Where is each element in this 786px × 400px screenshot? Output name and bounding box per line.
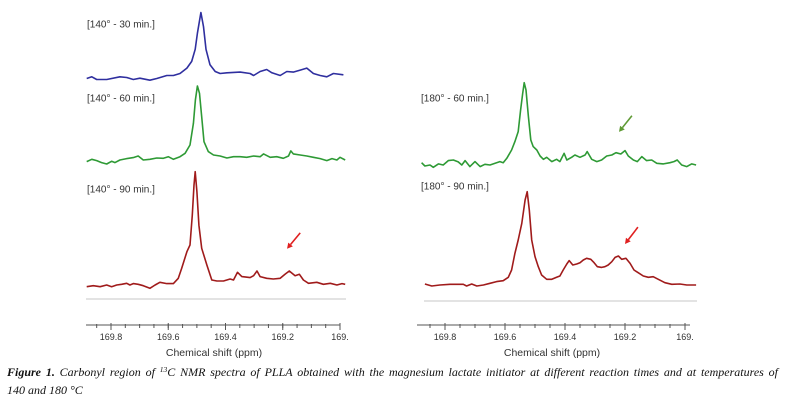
spectrum-label: [180° - 60 min.] xyxy=(421,94,489,105)
panel-140-degrees: [140° - 30 min.] [140° - 60 min.] [140° - … xyxy=(86,11,349,359)
x-axis-title: Chemical shift (ppm) xyxy=(166,347,262,359)
caption-text-main: C NMR spectra of PLLA obtained with the … xyxy=(167,365,778,379)
spectrum-label: [140° - 30 min.] xyxy=(87,20,155,31)
spectrum-line-140-90-min xyxy=(86,170,346,290)
annotation-arrow-icon xyxy=(625,226,639,244)
spectrum-line-180-90-min xyxy=(424,190,697,287)
caption-text-start: Carbonyl region of xyxy=(54,365,160,379)
caption-line-1: Figure 1. Carbonyl region of 13C NMR spe… xyxy=(7,363,778,381)
spectrum-line-140-30-min xyxy=(86,11,344,81)
nmr-spectra-figure: [140° - 30 min.] [140° - 60 min.] [140° - … xyxy=(86,11,697,359)
x-axis-title: Chemical shift (ppm) xyxy=(504,347,600,359)
figure-caption: Figure 1. Carbonyl region of 13C NMR spe… xyxy=(7,363,778,399)
spectrum-line-180-60-min xyxy=(421,81,697,169)
spectrum-label: [180° - 90 min.] xyxy=(421,182,489,193)
x-tick-label: 169.4 xyxy=(554,332,577,342)
figure-label: Figure 1. xyxy=(7,365,55,379)
x-tick-label: 169.8 xyxy=(434,332,457,342)
x-tick-label: 169. xyxy=(331,332,349,342)
x-tick-label: 169.4 xyxy=(214,332,237,342)
annotation-arrow-icon xyxy=(287,232,301,249)
spectrum-line-140-60-min xyxy=(86,85,346,165)
annotation-arrow-icon xyxy=(619,115,633,132)
caption-line-2: 140 and 180 °C xyxy=(7,383,83,397)
x-tick-label: 169.2 xyxy=(614,332,637,342)
spectrum-label: [140° - 90 min.] xyxy=(87,185,155,196)
x-tick-label: 169.6 xyxy=(494,332,517,342)
spectrum-label: [140° - 60 min.] xyxy=(87,94,155,105)
x-tick-label: 169. xyxy=(676,332,694,342)
x-tick-label: 169.8 xyxy=(100,332,123,342)
panel-180-degrees: [180° - 60 min.] [180° - 90 min.] 169.8 169… xyxy=(417,81,697,359)
x-tick-label: 169.6 xyxy=(157,332,180,342)
x-tick-label: 169.2 xyxy=(271,332,294,342)
caption-isotope-superscript: 13 xyxy=(159,365,168,374)
